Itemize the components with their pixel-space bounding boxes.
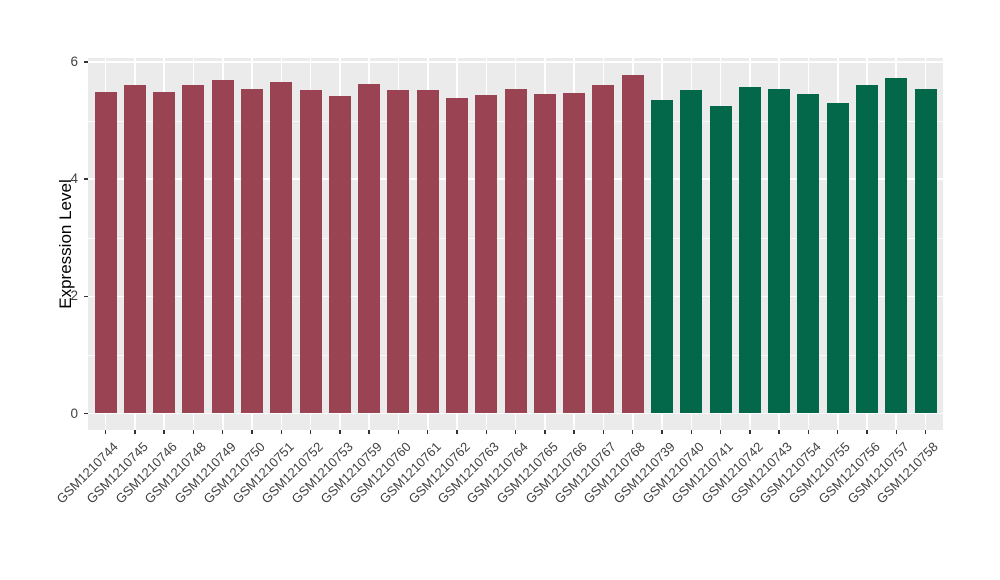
bar-GSM1210752 bbox=[299, 90, 322, 414]
x-tick-mark-GSM1210766 bbox=[573, 430, 575, 434]
bar-GSM1210741 bbox=[709, 106, 732, 414]
bar-GSM1210766 bbox=[563, 92, 586, 414]
bar-GSM1210762 bbox=[446, 97, 469, 414]
x-tick-mark-GSM1210764 bbox=[514, 430, 517, 434]
x-tick-mark-GSM1210746 bbox=[163, 430, 165, 434]
bar-GSM1210761 bbox=[416, 90, 439, 414]
bar-GSM1210755 bbox=[826, 102, 849, 414]
y-tick-label-6: 6 bbox=[70, 53, 78, 69]
x-tick-mark-GSM1210756 bbox=[866, 430, 868, 434]
x-tick-mark-GSM1210763 bbox=[485, 430, 487, 434]
x-tick-mark-GSM1210751 bbox=[280, 430, 282, 434]
x-tick-mark-GSM1210759 bbox=[368, 430, 370, 434]
y-tick-mark-0 bbox=[83, 412, 88, 415]
bar-GSM1210753 bbox=[328, 95, 351, 414]
bar-GSM1210739 bbox=[651, 99, 673, 414]
x-tick-mark-GSM1210743 bbox=[778, 430, 780, 434]
bar-GSM1210742 bbox=[738, 87, 761, 414]
bar-GSM1210765 bbox=[533, 94, 556, 414]
bar-GSM1210768 bbox=[621, 74, 644, 414]
x-tick-mark-GSM1210745 bbox=[134, 430, 136, 434]
y-tick-mark-2 bbox=[83, 295, 88, 297]
x-tick-mark-GSM1210753 bbox=[339, 430, 341, 434]
bar-GSM1210740 bbox=[680, 90, 703, 414]
x-tick-mark-GSM1210755 bbox=[837, 430, 839, 434]
bar-GSM1210757 bbox=[885, 77, 908, 414]
x-tick-mark-GSM1210749 bbox=[222, 430, 224, 434]
x-tick-mark-GSM1210760 bbox=[397, 430, 400, 434]
bar-GSM1210744 bbox=[94, 92, 117, 414]
bar-GSM1210751 bbox=[270, 81, 293, 414]
plot-panel bbox=[88, 58, 943, 430]
x-tick-mark-GSM1210752 bbox=[309, 430, 312, 434]
x-tick-mark-GSM1210762 bbox=[456, 430, 458, 434]
x-tick-mark-GSM1210742 bbox=[749, 430, 751, 434]
bar-GSM1210750 bbox=[241, 89, 264, 414]
bar-GSM1210763 bbox=[475, 95, 498, 414]
x-tick-mark-GSM1210765 bbox=[544, 430, 546, 434]
x-tick-mark-GSM1210761 bbox=[427, 430, 429, 434]
y-tick-label-2: 2 bbox=[70, 288, 78, 304]
x-tick-mark-GSM1210748 bbox=[192, 430, 195, 434]
bar-GSM1210745 bbox=[123, 84, 146, 414]
x-tick-mark-GSM1210758 bbox=[924, 430, 927, 434]
bar-GSM1210746 bbox=[153, 91, 176, 414]
x-tick-mark-GSM1210767 bbox=[602, 430, 605, 434]
x-tick-mark-GSM1210741 bbox=[719, 430, 722, 434]
x-tick-mark-GSM1210739 bbox=[661, 430, 663, 434]
x-tick-mark-GSM1210750 bbox=[251, 430, 253, 434]
bar-GSM1210760 bbox=[387, 90, 410, 414]
bar-GSM1210759 bbox=[358, 84, 381, 414]
bar-GSM1210748 bbox=[182, 85, 205, 414]
bar-GSM1210743 bbox=[768, 88, 791, 414]
bar-GSM1210749 bbox=[211, 80, 234, 414]
bar-GSM1210767 bbox=[592, 84, 615, 414]
bar-GSM1210754 bbox=[797, 93, 820, 414]
y-tick-label-4: 4 bbox=[70, 171, 78, 187]
y-tick-mark-4 bbox=[83, 178, 88, 180]
x-tick-mark-GSM1210754 bbox=[807, 430, 810, 434]
bar-GSM1210764 bbox=[504, 88, 527, 414]
x-tick-mark-GSM1210757 bbox=[895, 430, 897, 434]
y-tick-label-0: 0 bbox=[70, 405, 78, 421]
y-tick-mark-6 bbox=[83, 61, 88, 63]
x-tick-mark-GSM1210744 bbox=[104, 430, 107, 434]
bar-GSM1210758 bbox=[914, 88, 937, 414]
x-tick-mark-GSM1210740 bbox=[690, 430, 692, 434]
x-tick-mark-GSM1210768 bbox=[632, 430, 634, 434]
bar-GSM1210756 bbox=[856, 85, 878, 414]
